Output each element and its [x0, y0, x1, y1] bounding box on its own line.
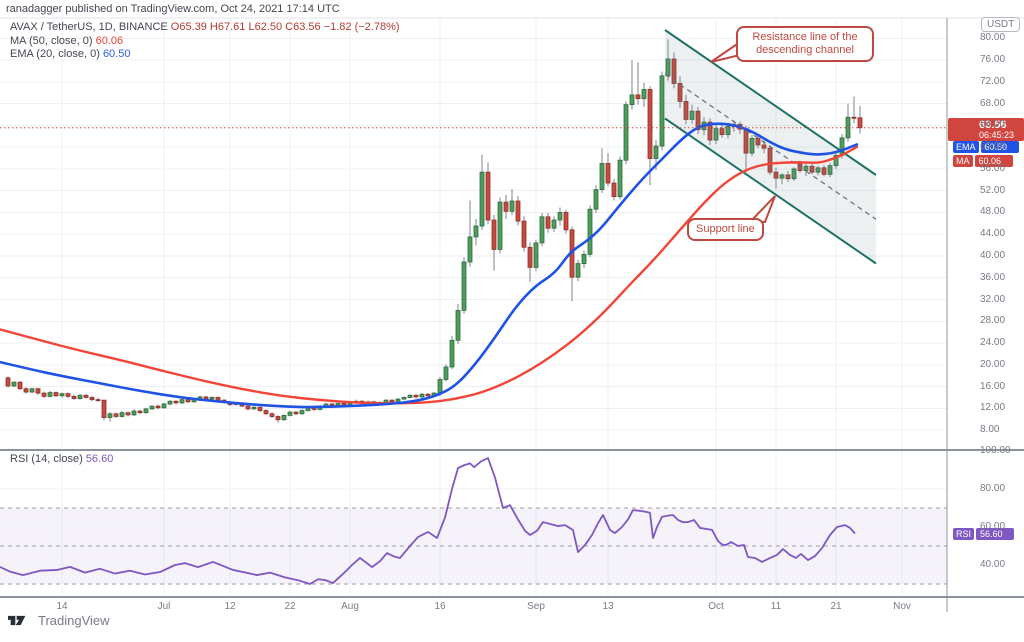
attribution-text: ranadagger published on TradingView.com,… [6, 3, 340, 15]
